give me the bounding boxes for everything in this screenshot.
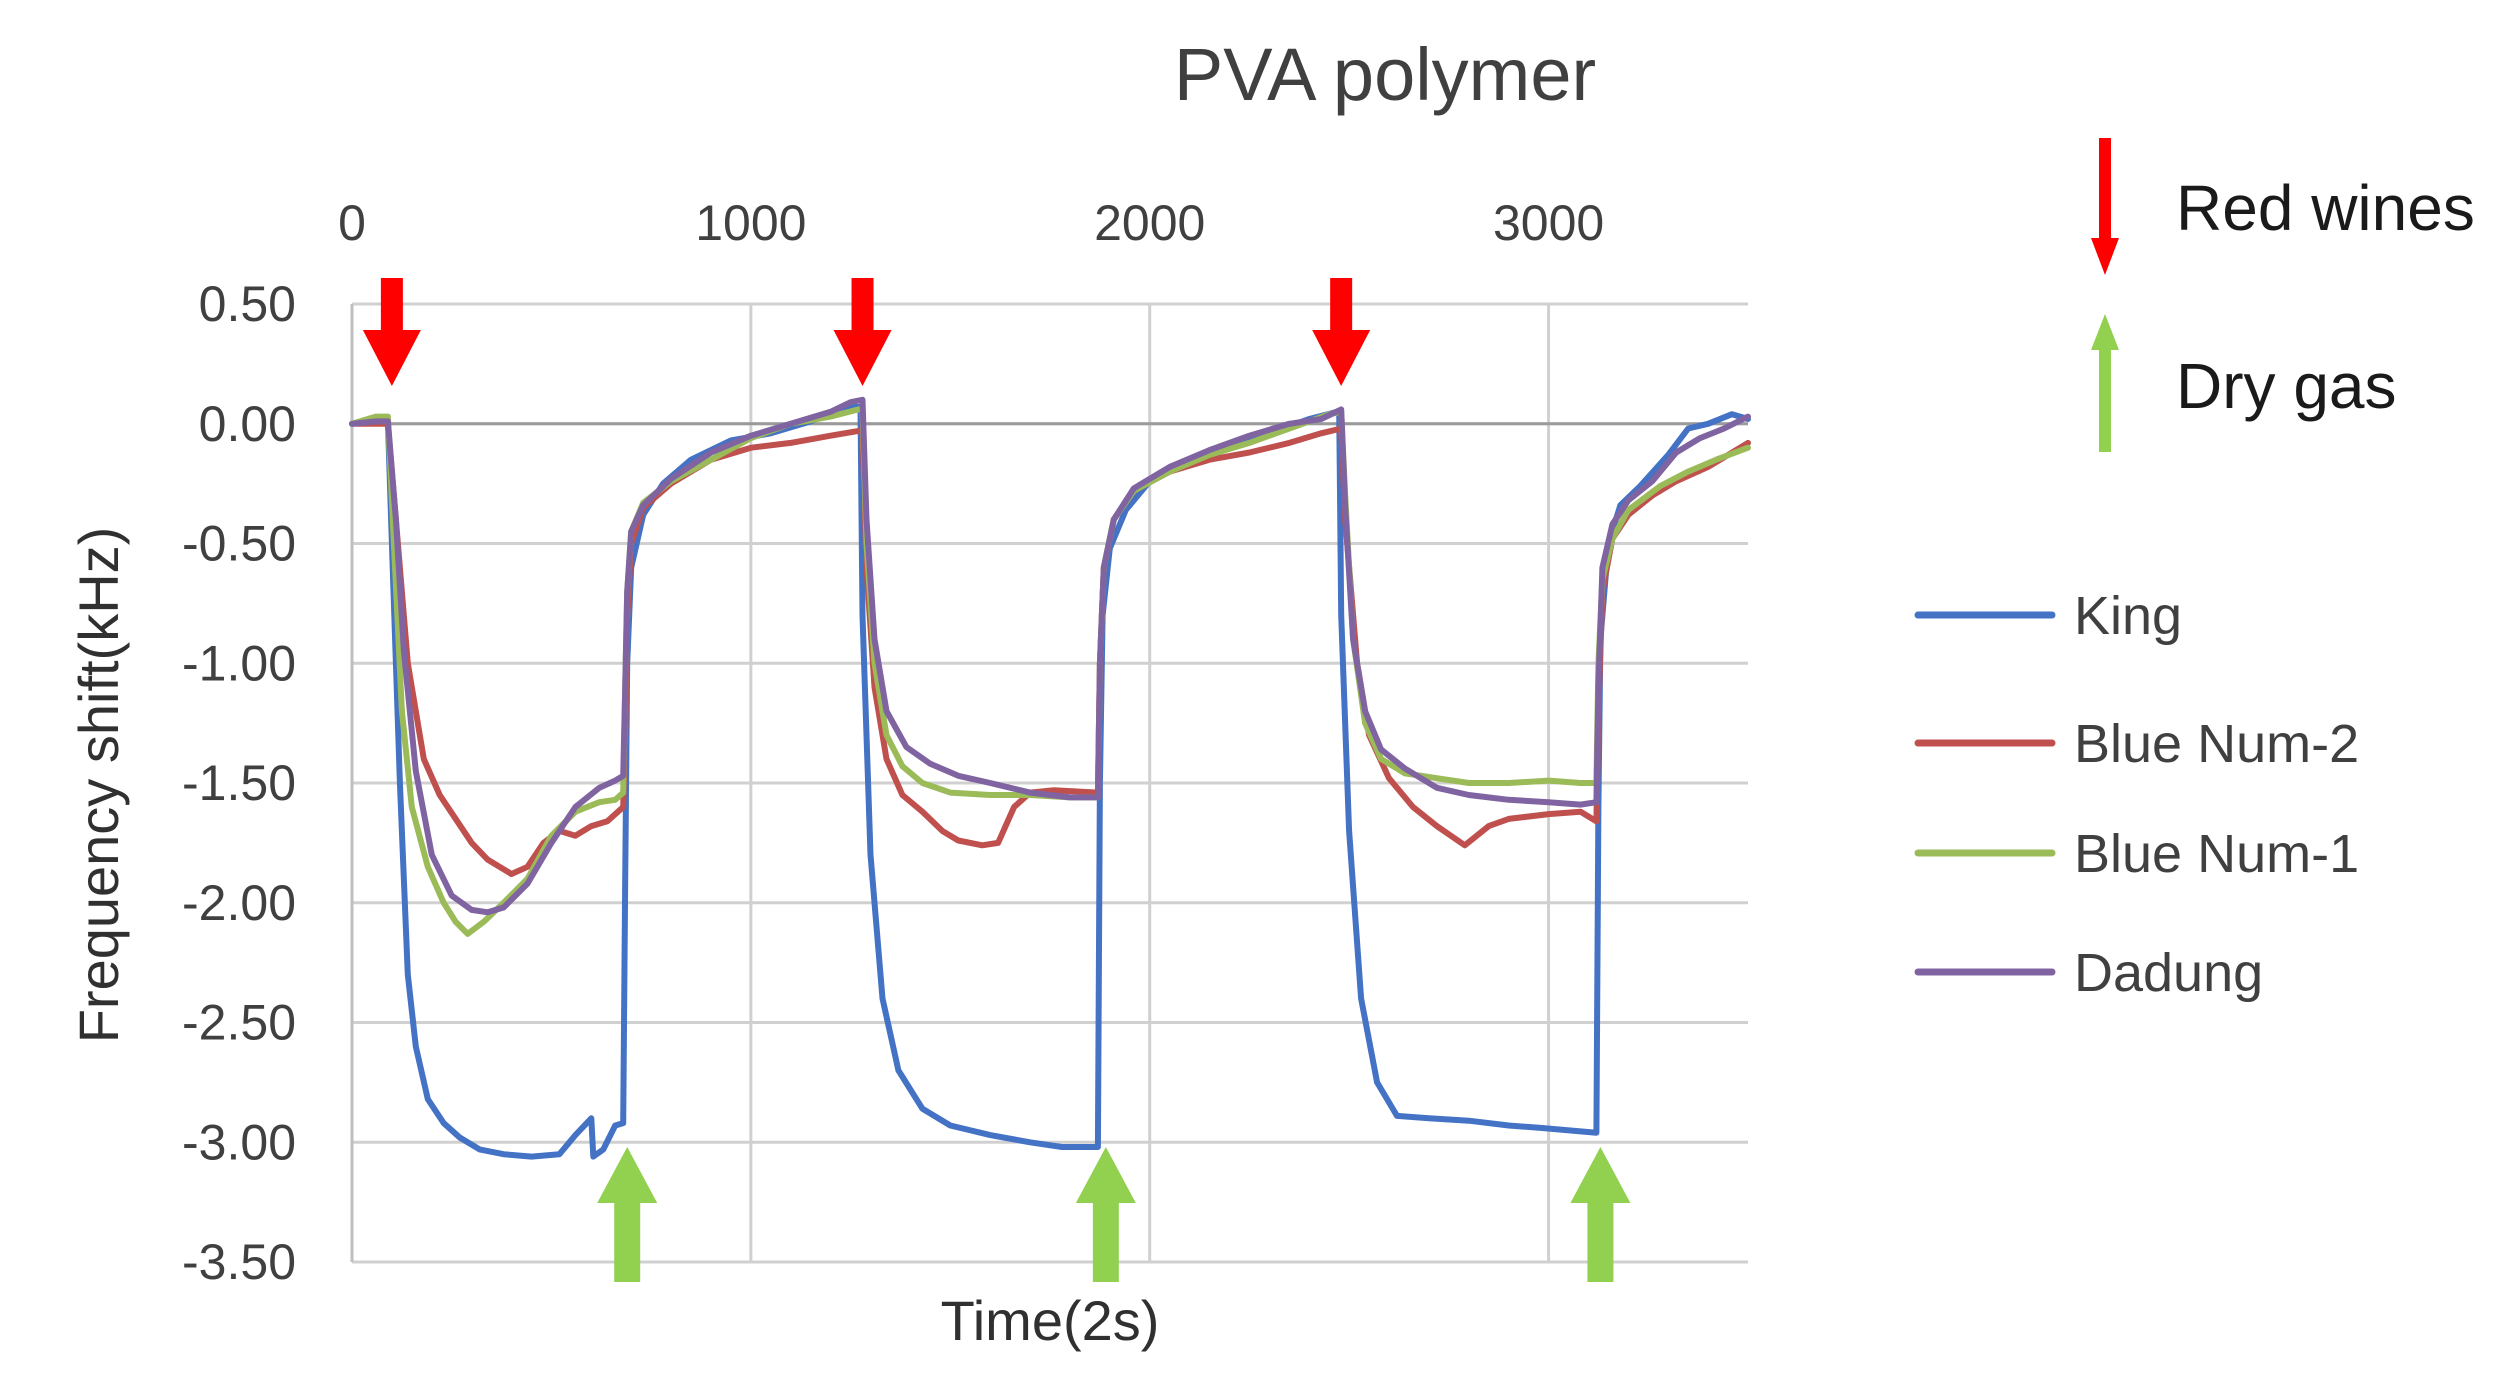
x-tick-label: 3000 bbox=[1493, 195, 1604, 251]
dry-gas-arrow bbox=[1075, 1147, 1136, 1282]
x-tick-label: 1000 bbox=[695, 195, 806, 251]
y-tick-label: -2.50 bbox=[182, 995, 296, 1051]
series-line-king bbox=[349, 404, 1751, 1160]
dry-gas-arrow bbox=[597, 1147, 658, 1282]
legend-label-blue-num-2: Blue Num-2 bbox=[2074, 714, 2359, 774]
x-tick-labels: 0 1000 2000 3000 bbox=[338, 195, 1604, 251]
annotation-legend: Red wines Dry gas bbox=[2091, 138, 2475, 452]
y-tick-label: 0.00 bbox=[199, 396, 296, 452]
x-tick-label: 2000 bbox=[1094, 195, 1205, 251]
legend-label-blue-num-1: Blue Num-1 bbox=[2074, 824, 2359, 884]
y-axis-title: Frequency shift(kHz) bbox=[67, 527, 130, 1044]
x-axis-title: Time(2s) bbox=[941, 1289, 1160, 1352]
arrow-markers bbox=[362, 278, 1631, 1282]
red-wines-legend-arrow bbox=[2091, 138, 2119, 275]
y-tick-label: 0.50 bbox=[199, 276, 296, 332]
red-wines-label: Red wines bbox=[2176, 172, 2475, 244]
series-lines bbox=[349, 396, 1751, 1160]
x-tick-label: 0 bbox=[338, 195, 366, 251]
y-tick-label: -3.00 bbox=[182, 1114, 296, 1170]
legend-label-dadung: Dadung bbox=[2074, 943, 2263, 1003]
y-tick-label: -1.00 bbox=[182, 635, 296, 691]
series-line-dadung bbox=[349, 396, 1751, 916]
y-tick-label: -2.00 bbox=[182, 875, 296, 931]
legend: King Blue Num-2 Blue Num-1 Dadung bbox=[1914, 586, 2359, 1003]
dry-gas-label: Dry gas bbox=[2176, 350, 2397, 422]
red-wines-arrow bbox=[362, 278, 421, 386]
red-wines-arrow bbox=[1312, 278, 1371, 386]
y-tick-label: -1.50 bbox=[182, 755, 296, 811]
dry-gas-arrow bbox=[1570, 1147, 1631, 1282]
series-line-blue-num-2 bbox=[349, 420, 1751, 877]
red-wines-arrow bbox=[833, 278, 892, 386]
y-tick-label: -0.50 bbox=[182, 516, 296, 572]
y-tick-labels: 0.50 0.00 -0.50 -1.00 -1.50 -2.00 -2.50 -3.00 -3… bbox=[182, 276, 296, 1290]
series-line-blue-num-1 bbox=[349, 406, 1751, 937]
legend-label-king: King bbox=[2074, 586, 2182, 646]
dry-gas-legend-arrow bbox=[2091, 314, 2119, 452]
chart-title: PVA polymer bbox=[1174, 33, 1596, 116]
axes bbox=[350, 304, 1748, 1262]
y-tick-label: -3.50 bbox=[182, 1234, 296, 1290]
